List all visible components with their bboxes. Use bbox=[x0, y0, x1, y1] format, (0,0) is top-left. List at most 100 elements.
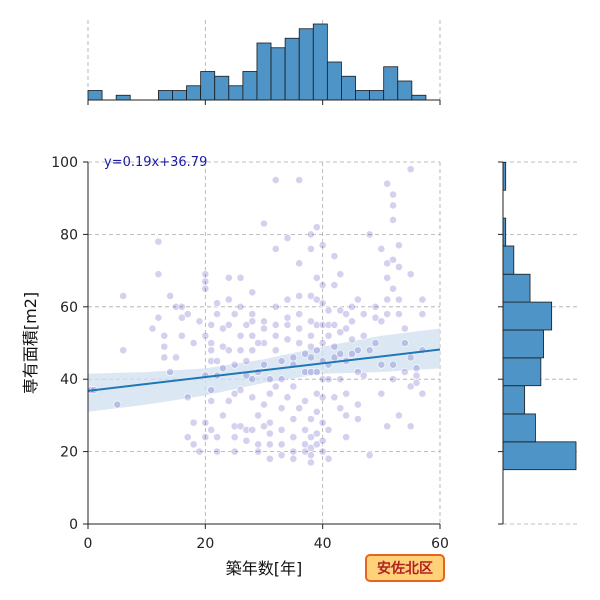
data-point bbox=[406, 353, 415, 362]
data-point bbox=[318, 375, 327, 384]
top-hist-bar bbox=[355, 90, 370, 101]
data-point bbox=[318, 299, 327, 308]
data-point bbox=[207, 346, 216, 355]
data-point bbox=[260, 324, 268, 333]
data-point bbox=[260, 339, 268, 347]
data-point bbox=[295, 310, 304, 318]
data-point bbox=[119, 346, 128, 355]
data-point bbox=[189, 440, 198, 449]
top-hist-bar bbox=[157, 90, 173, 101]
data-point bbox=[213, 447, 221, 456]
data-point bbox=[236, 422, 245, 431]
data-point bbox=[348, 302, 356, 311]
data-point bbox=[219, 364, 227, 373]
data-point bbox=[265, 389, 274, 398]
y-tick-label: 60 bbox=[60, 300, 78, 316]
data-point bbox=[295, 176, 304, 184]
data-point bbox=[160, 353, 169, 362]
data-point bbox=[230, 447, 239, 456]
data-point bbox=[248, 346, 257, 355]
data-point bbox=[207, 357, 216, 365]
ward-badge-box bbox=[365, 554, 445, 582]
data-point bbox=[371, 313, 380, 322]
data-point bbox=[177, 302, 186, 311]
data-point bbox=[324, 454, 333, 463]
top-hist-bar bbox=[411, 94, 427, 101]
data-point bbox=[389, 255, 397, 264]
data-point bbox=[395, 411, 403, 420]
data-point bbox=[230, 433, 239, 442]
data-point bbox=[307, 458, 315, 467]
right-histogram bbox=[498, 161, 580, 525]
data-point bbox=[307, 331, 315, 340]
data-point bbox=[166, 368, 175, 376]
data-point bbox=[312, 407, 321, 416]
data-point bbox=[389, 360, 397, 369]
data-point bbox=[119, 292, 128, 300]
data-point bbox=[271, 302, 280, 311]
right-hist-bar bbox=[502, 441, 577, 471]
right-hist-bar bbox=[502, 245, 515, 275]
data-point bbox=[307, 415, 315, 423]
data-point bbox=[353, 346, 362, 355]
data-point bbox=[301, 397, 309, 405]
data-point bbox=[353, 295, 362, 304]
data-point bbox=[236, 331, 245, 340]
data-point bbox=[307, 342, 315, 351]
data-point bbox=[312, 320, 321, 329]
data-point bbox=[318, 320, 327, 329]
data-point bbox=[307, 451, 315, 460]
data-point bbox=[230, 422, 239, 431]
data-point bbox=[312, 440, 321, 449]
data-point bbox=[365, 346, 374, 355]
top-hist-bar bbox=[298, 28, 314, 101]
data-point bbox=[265, 454, 274, 463]
data-point bbox=[289, 454, 298, 463]
data-point bbox=[248, 393, 257, 402]
x-tick-label: 0 bbox=[84, 536, 93, 552]
data-point bbox=[336, 349, 345, 358]
data-point bbox=[383, 310, 392, 318]
data-point bbox=[377, 244, 386, 253]
data-point bbox=[400, 368, 409, 376]
data-point bbox=[400, 339, 409, 347]
data-point bbox=[224, 273, 233, 282]
data-point bbox=[195, 447, 204, 456]
data-point bbox=[224, 295, 233, 304]
data-point bbox=[213, 299, 221, 308]
data-point bbox=[318, 241, 327, 250]
data-point bbox=[265, 429, 274, 438]
data-point bbox=[201, 277, 210, 286]
data-point bbox=[242, 436, 251, 445]
data-point bbox=[154, 313, 163, 322]
data-point bbox=[342, 310, 351, 318]
data-point bbox=[353, 400, 362, 409]
data-point bbox=[277, 357, 286, 365]
data-point bbox=[207, 425, 216, 434]
data-point bbox=[295, 324, 304, 333]
data-point bbox=[295, 259, 304, 268]
top-hist-bar bbox=[186, 85, 202, 101]
data-point bbox=[336, 404, 345, 413]
data-point bbox=[307, 317, 315, 326]
data-point bbox=[307, 353, 315, 362]
right-hist-bar bbox=[502, 301, 553, 331]
top-hist-bar bbox=[270, 47, 286, 101]
y-axis-label: 専有面積[m2] bbox=[21, 292, 40, 394]
data-point bbox=[324, 425, 333, 434]
top-hist-bar bbox=[200, 71, 216, 101]
data-point bbox=[301, 447, 309, 456]
data-point bbox=[219, 342, 227, 351]
data-point bbox=[201, 331, 210, 340]
data-point bbox=[277, 440, 286, 449]
data-point bbox=[271, 244, 280, 253]
x-tick-label: 40 bbox=[314, 536, 332, 552]
data-point bbox=[406, 382, 415, 391]
data-point bbox=[271, 320, 280, 329]
data-point bbox=[395, 263, 403, 271]
data-point bbox=[383, 259, 392, 268]
data-point bbox=[248, 331, 257, 340]
data-point bbox=[189, 418, 198, 427]
tick-labels: 0 20 40 60 0 20 40 60 80 100 bbox=[51, 155, 449, 552]
